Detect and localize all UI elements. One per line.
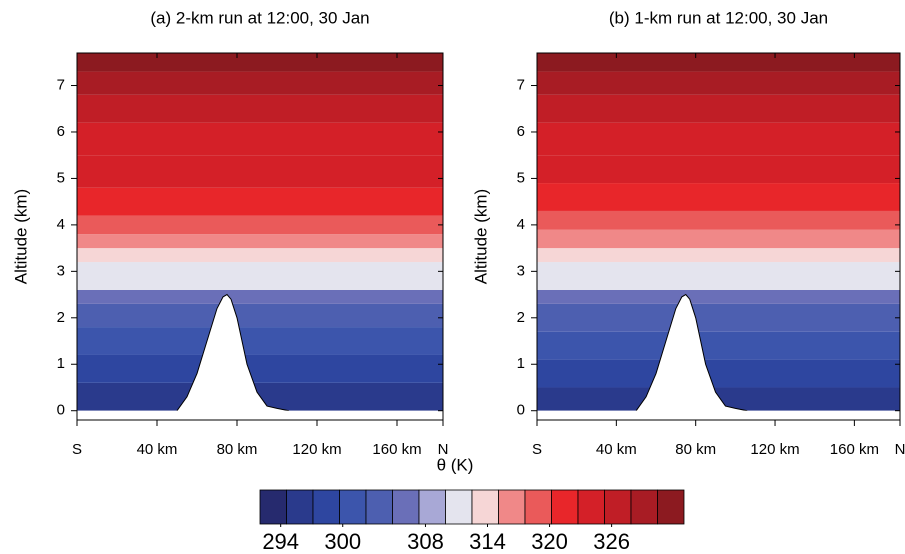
colorbar-box <box>577 489 605 525</box>
y-tick-label: 0 <box>517 402 525 419</box>
theta-layer <box>77 53 443 72</box>
colorbar-tick-label: 300 <box>324 529 361 554</box>
theta-layer <box>537 122 900 156</box>
colorbar-box <box>312 489 340 525</box>
theta-layer <box>537 289 900 304</box>
theta-layer <box>77 354 443 383</box>
colorbar-tick-label: 308 <box>407 529 444 554</box>
theta-layer <box>537 53 900 72</box>
x-tick-label: S <box>72 441 82 458</box>
theta-layer <box>77 155 443 188</box>
y-tick-label: 7 <box>57 76 65 93</box>
x-tick-label: N <box>895 441 905 458</box>
colorbar-box <box>365 489 393 525</box>
theta-layer <box>77 234 443 249</box>
y-tick-label: 0 <box>57 402 65 419</box>
panel-title: (a) 2-km run at 12:00, 30 Jan <box>150 8 369 27</box>
theta-layer <box>77 122 443 156</box>
theta-layer <box>77 303 443 328</box>
theta-layer <box>537 155 900 184</box>
y-tick-label: 1 <box>57 355 65 372</box>
theta-layer <box>77 94 443 123</box>
colorbar-tick-label: 294 <box>262 529 299 554</box>
colorbar-box <box>445 489 473 525</box>
colorbar-box <box>498 489 526 525</box>
theta-layer <box>77 327 443 355</box>
theta-layer <box>537 275 900 290</box>
y-tick-label: 3 <box>517 262 525 279</box>
y-tick-label: 1 <box>517 355 525 372</box>
colorbar-box <box>339 489 367 525</box>
colorbar-tick-label: 326 <box>593 529 630 554</box>
y-tick-label: 6 <box>517 123 525 140</box>
y-tick-label: 6 <box>57 123 65 140</box>
colorbar-box <box>630 489 658 525</box>
theta-layer <box>537 183 900 211</box>
x-tick-label: 80 km <box>675 441 716 458</box>
colorbar-box <box>471 489 499 525</box>
theta-layer <box>537 71 900 95</box>
terrain <box>176 293 290 412</box>
panel-title: (b) 1-km run at 12:00, 30 Jan <box>609 8 828 27</box>
y-tick-label: 5 <box>517 169 525 186</box>
y-tick-label: 2 <box>57 309 65 326</box>
field <box>77 53 443 420</box>
theta-layer <box>77 71 443 95</box>
theta-layer <box>537 94 900 123</box>
theta-layer <box>77 187 443 216</box>
theta-layer <box>537 262 900 276</box>
frame <box>76 52 444 421</box>
y-tick-label: 4 <box>517 216 525 233</box>
y-axis-label: Altitude (km) <box>471 189 490 284</box>
x-tick-label: 80 km <box>217 441 258 458</box>
theta-layer <box>77 262 443 276</box>
theta-layer <box>537 359 900 388</box>
terrain <box>635 293 748 412</box>
theta-layer <box>77 248 443 263</box>
x-tick-label: S <box>532 441 542 458</box>
field <box>537 53 900 420</box>
y-axis-label: Altitude (km) <box>11 189 30 284</box>
terrain-fill <box>177 294 289 420</box>
colorbar-tick-label: 314 <box>469 529 506 554</box>
y-tick-label: 4 <box>57 216 65 233</box>
theta-layer <box>537 248 900 263</box>
x-tick-label: N <box>438 441 449 458</box>
colorbar-tick-label: 320 <box>531 529 568 554</box>
theta-layer <box>537 210 900 230</box>
x-tick-label: 40 km <box>137 441 178 458</box>
x-tick-label: 160 km <box>372 441 421 458</box>
x-tick-label: 120 km <box>750 441 799 458</box>
theta-layer <box>77 289 443 304</box>
y-tick-label: 3 <box>57 262 65 279</box>
colorbar-box <box>657 489 685 525</box>
colorbar-box <box>392 489 420 525</box>
colorbar-box <box>286 489 314 525</box>
colorbar-box <box>524 489 552 525</box>
x-tick-label: 40 km <box>596 441 637 458</box>
y-tick-label: 2 <box>517 309 525 326</box>
terrain-fill <box>636 294 748 420</box>
colorbar-label: θ (K) <box>437 455 474 474</box>
theta-layer <box>537 331 900 360</box>
frame <box>536 52 901 421</box>
theta-layer <box>77 275 443 290</box>
x-tick-label: 160 km <box>830 441 879 458</box>
colorbar-box <box>259 489 287 525</box>
colorbar-box <box>604 489 632 525</box>
ground-strip <box>77 410 443 420</box>
theta-layer <box>537 229 900 249</box>
colorbar-box <box>418 489 446 525</box>
ground-strip <box>537 410 900 420</box>
x-tick-label: 120 km <box>292 441 341 458</box>
y-tick-label: 5 <box>57 169 65 186</box>
theta-layer <box>537 303 900 332</box>
y-tick-label: 7 <box>517 76 525 93</box>
colorbar-box <box>551 489 579 525</box>
theta-layer <box>77 215 443 235</box>
